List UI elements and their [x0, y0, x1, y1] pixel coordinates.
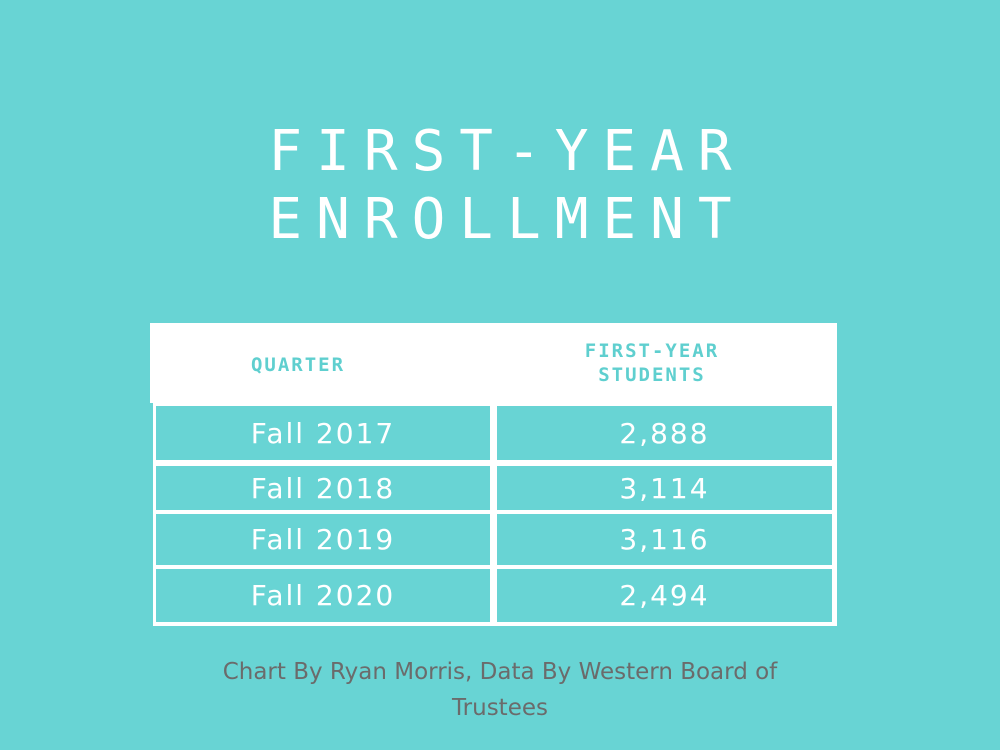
students-cell: 3,114 — [497, 466, 832, 510]
table-row: Fall 2019 3,116 — [153, 514, 837, 565]
quarter-cell: Fall 2017 — [156, 406, 490, 460]
table-header: QUARTER FIRST-YEAR STUDENTS — [150, 323, 837, 403]
quarter-cell: Fall 2019 — [156, 514, 490, 565]
table-row: Fall 2017 2,888 — [153, 406, 837, 460]
chart-title: FIRST-YEAR ENROLLMENT — [0, 118, 1000, 254]
students-cell: 3,116 — [497, 514, 832, 565]
table-row: Fall 2020 2,494 — [153, 569, 837, 622]
chart-title-line-1: FIRST-YEAR — [268, 119, 746, 184]
table-body: Fall 2017 2,888 Fall 2018 3,114 Fall 201… — [153, 403, 837, 626]
quarter-cell: Fall 2018 — [156, 466, 490, 510]
quarter-cell: Fall 2020 — [156, 569, 490, 622]
header-students-line-1: FIRST-YEAR — [584, 340, 720, 362]
header-quarter-label: QUARTER — [250, 354, 346, 376]
students-cell: 2,494 — [497, 569, 832, 622]
header-quarter: QUARTER — [150, 323, 446, 403]
table-row: Fall 2018 3,114 — [153, 466, 837, 510]
chart-credit: Chart By Ryan Morris, Data By Western Bo… — [222, 659, 778, 721]
chart-title-line-2: ENROLLMENT — [268, 187, 746, 252]
enrollment-table: QUARTER FIRST-YEAR STUDENTS Fall 2017 2,… — [150, 323, 837, 626]
header-students-line-2: STUDENTS — [598, 364, 706, 386]
header-first-year-students: FIRST-YEAR STUDENTS — [476, 323, 828, 403]
students-cell: 2,888 — [497, 406, 832, 460]
